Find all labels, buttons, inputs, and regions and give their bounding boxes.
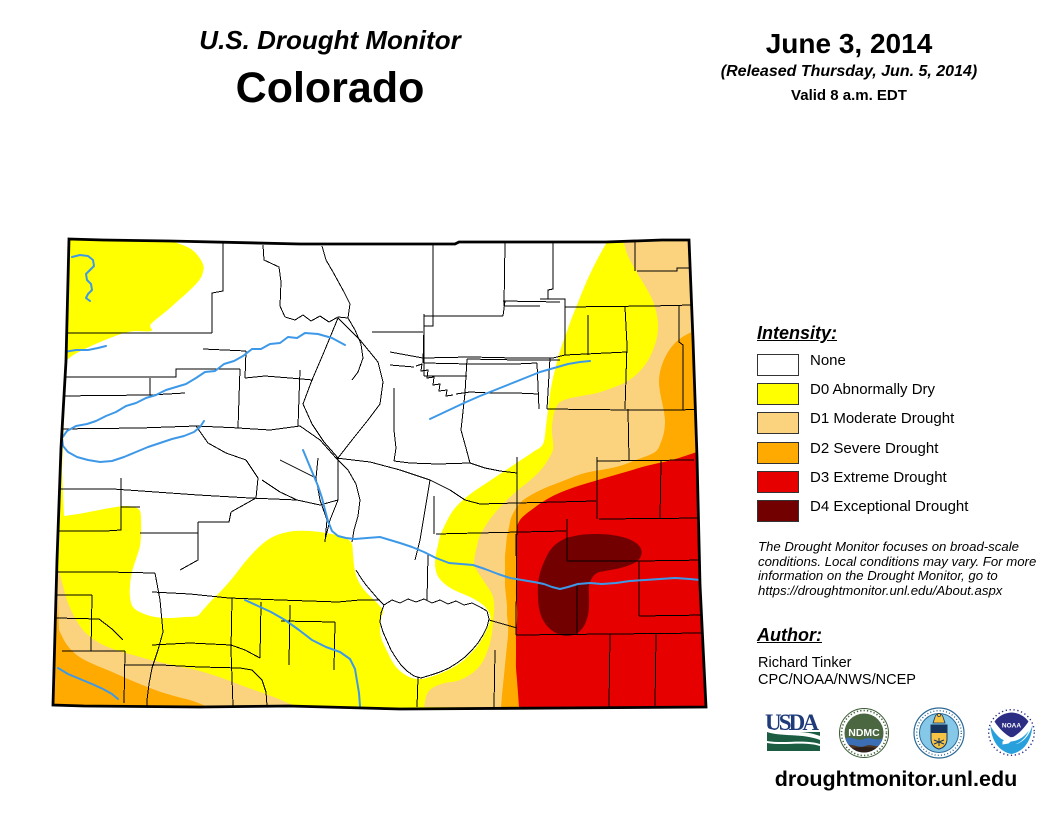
svg-text:NOAA: NOAA <box>1002 723 1021 730</box>
svg-text:NDMC: NDMC <box>848 727 880 739</box>
